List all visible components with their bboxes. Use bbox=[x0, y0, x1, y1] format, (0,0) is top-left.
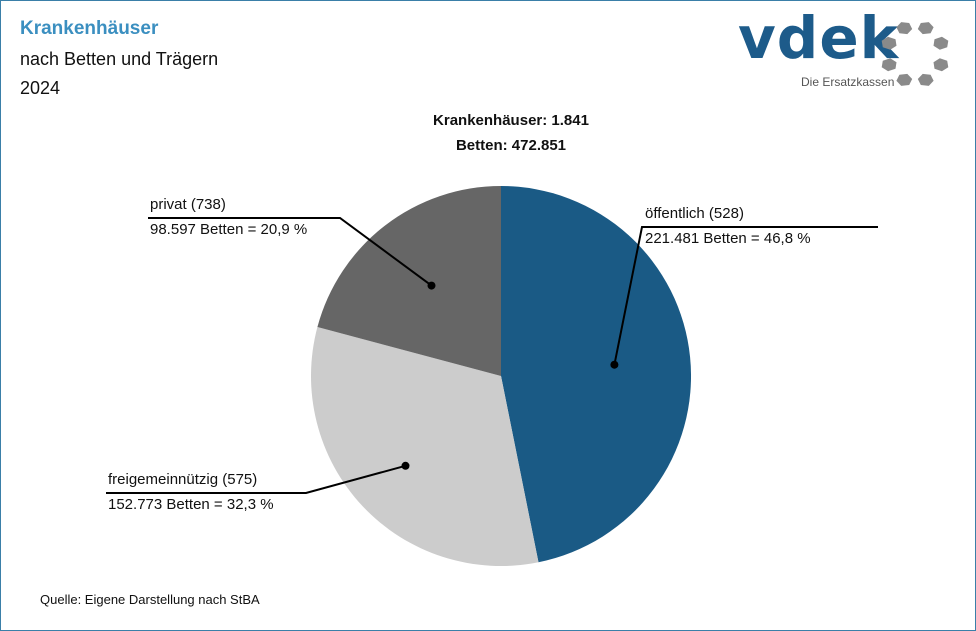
slice-label-bottom-privat: 98.597 Betten = 20,9 % bbox=[150, 221, 308, 238]
ring-of-hexagons-icon bbox=[881, 22, 949, 86]
chart-title: Krankenhäuser bbox=[20, 18, 159, 39]
pie-slice-freigemeinnützig bbox=[311, 327, 539, 567]
leader-line-privat bbox=[148, 217, 433, 287]
slice-label-bottom-öffentlich: 221.481 Betten = 46,8 % bbox=[645, 230, 811, 247]
logo-hexagon bbox=[881, 58, 897, 72]
logo-tagline: Die Ersatzkassen bbox=[801, 75, 895, 89]
logo-hexagon bbox=[896, 22, 913, 35]
slice-label-bottom-freigemeinnützig: 152.773 Betten = 32,3 % bbox=[108, 496, 274, 513]
logo-wordmark: vdek bbox=[738, 4, 900, 72]
logo-hexagon bbox=[933, 58, 949, 72]
logo-hexagon bbox=[896, 73, 913, 86]
logo-hexagon bbox=[933, 36, 949, 50]
logo-hexagon bbox=[917, 73, 934, 86]
leader-dot-privat bbox=[427, 281, 436, 290]
slice-label-top-privat: privat (738) bbox=[150, 196, 226, 213]
slice-label-top-öffentlich: öffentlich (528) bbox=[645, 205, 744, 222]
chart-year: 2024 bbox=[20, 78, 61, 98]
pie-slice-öffentlich bbox=[501, 185, 692, 563]
source-note: Quelle: Eigene Darstellung nach StBA bbox=[40, 592, 260, 607]
pie-slice-privat bbox=[317, 186, 501, 376]
chart-subtitle: nach Betten und Trägern bbox=[20, 49, 219, 69]
leader-line-öffentlich bbox=[613, 226, 878, 365]
leader-dot-öffentlich bbox=[610, 360, 619, 369]
summary-beds: Betten: 472.851 bbox=[455, 137, 567, 154]
vdek-logo: vdek Die Ersatzkassen bbox=[738, 4, 958, 90]
leader-line-freigemeinnützig bbox=[106, 464, 406, 494]
leader-dot-freigemeinnützig bbox=[401, 461, 410, 470]
logo-hexagon bbox=[917, 22, 934, 35]
summary-hospitals: Krankenhäuser: 1.841 bbox=[433, 112, 589, 129]
logo-hexagon bbox=[881, 36, 897, 50]
slice-label-top-freigemeinnützig: freigemeinnützig (575) bbox=[108, 471, 258, 488]
